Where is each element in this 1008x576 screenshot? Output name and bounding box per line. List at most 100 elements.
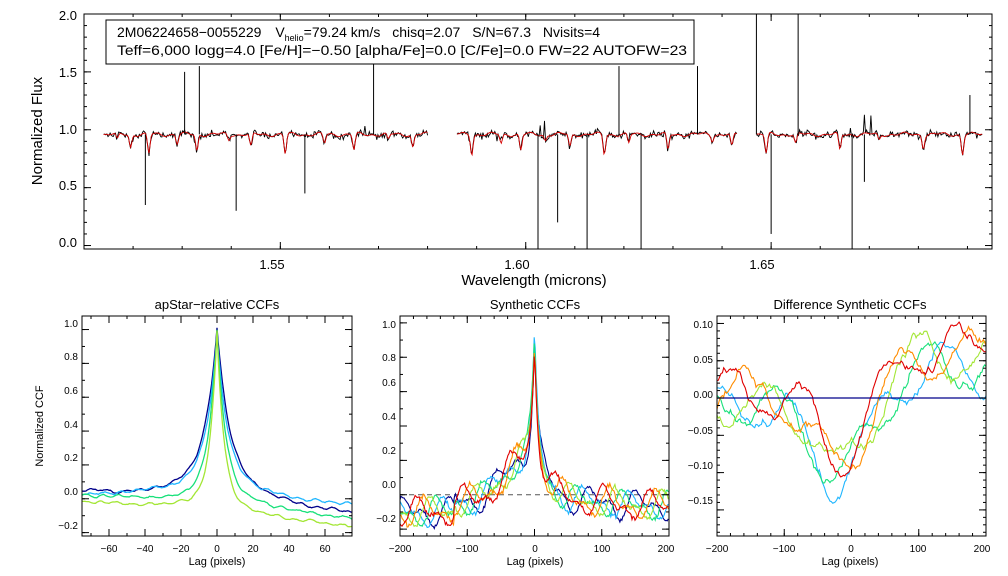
x-tick-label: 0 (214, 544, 220, 555)
y-tick-label: 1.0 (64, 319, 78, 330)
synthetic-ccf-line (399, 352, 669, 530)
x-tick-label: 200 (974, 544, 991, 555)
synthetic-ccf-title: Synthetic CCFs (490, 297, 581, 312)
vhelio-symbol: V (275, 24, 285, 40)
synthetic-ccf-ticks (399, 316, 670, 536)
y-tick-label: 0.10 (694, 320, 714, 331)
synthetic-ccf-line (399, 353, 669, 528)
y-tick-label: 0.6 (64, 386, 78, 397)
model-spectrum-line (456, 131, 737, 157)
vhelio-subscript: helio (285, 33, 304, 43)
y-tick-label: 0.8 (64, 352, 78, 363)
x-tick-label: −60 (101, 544, 118, 555)
difference-ccf-title: Difference Synthetic CCFs (774, 297, 927, 312)
difference-ccf-line (716, 340, 987, 484)
y-tick-label: 0.5 (59, 178, 77, 193)
synthetic-ccf-line (399, 337, 669, 529)
y-tick-label: 0.4 (382, 412, 396, 423)
synthetic-ccf-y-tick-labels: −0.2 0.0 0.2 0.4 0.6 0.8 1.0 (376, 320, 396, 525)
apstar-ccf-x-tick-labels: −60 −40 −20 0 20 40 60 (101, 544, 331, 555)
x-tick-label: 100 (594, 544, 611, 555)
difference-ccf-series (716, 321, 987, 504)
spectrum-y-axis-label: Normalized Flux (29, 76, 46, 185)
spectrum-x-tick-labels: 1.55 1.60 1.65 (259, 257, 774, 272)
y-tick-label: 0.8 (382, 353, 396, 364)
synthetic-ccf-line (399, 353, 669, 528)
observed-spectrum-line (103, 125, 429, 156)
vhelio-value: =79.24 km/s (304, 24, 381, 40)
spectrum-x-axis-label: Wavelength (microns) (461, 272, 606, 289)
spectrum-plot-frame (83, 13, 993, 250)
difference-ccf-panel: Difference Synthetic CCFs −200 −100 0 10… (688, 297, 991, 568)
apstar-ccf-line (81, 330, 353, 528)
difference-ccf-y-tick-labels: −0.15 −0.10 −0.05 0.00 0.05 0.10 (688, 320, 714, 507)
y-tick-label: −0.2 (58, 521, 78, 532)
x-tick-label: −100 (773, 544, 796, 555)
model-spectrum-line (756, 131, 983, 155)
y-tick-label: 0.4 (64, 420, 78, 431)
y-tick-label: 0.05 (694, 355, 714, 366)
y-tick-label: 1.5 (59, 65, 77, 80)
synthetic-ccf-series (399, 337, 669, 530)
y-tick-label: 0.0 (382, 480, 396, 491)
x-tick-label: −20 (173, 544, 190, 555)
x-tick-label: −100 (456, 544, 479, 555)
apstar-ccf-y-tick-labels: −0.2 0.0 0.2 0.4 0.6 0.8 1.0 (58, 319, 78, 532)
apstar-ccf-y-axis-label: Normalized CCF (34, 385, 46, 467)
spectrum-panel: 1.55 1.60 1.65 0.0 0.5 1.0 1.5 2.0 Wavel… (29, 8, 993, 289)
x-tick-label: 20 (247, 544, 259, 555)
synthetic-ccf-x-tick-labels: −200 −100 0 100 200 (389, 544, 675, 555)
chisq-value: chisq=2.07 (392, 24, 460, 40)
synthetic-ccf-line (399, 343, 669, 528)
difference-ccf-line (716, 330, 987, 454)
apstar-ccf-line (82, 333, 353, 506)
y-tick-label: 1.0 (59, 122, 77, 137)
synthetic-ccf-line (399, 356, 669, 528)
y-tick-label: 1.0 (382, 320, 396, 331)
y-tick-label: −0.2 (376, 514, 396, 525)
y-tick-label: −0.15 (688, 496, 714, 507)
y-tick-label: 0.0 (59, 235, 77, 250)
x-tick-label: −200 (706, 544, 729, 555)
synthetic-ccf-panel: Synthetic CCFs −200 −100 0 100 200 −0.2 … (376, 297, 675, 568)
x-tick-label: 60 (319, 544, 331, 555)
annotation-frame (105, 19, 695, 65)
x-tick-label: 1.55 (259, 257, 284, 272)
annotation-line-2: Teff=6,000 logg=4.0 [Fe/H]=−0.50 [alpha/… (117, 42, 687, 58)
nvisits-value: Nvisits=4 (543, 24, 600, 40)
annotation-line-1: 2M06224658−0055229 Vhelio=79.24 km/s chi… (117, 24, 600, 43)
y-tick-label: 0.6 (382, 378, 396, 389)
apstar-ccf-x-axis-label: Lag (pixels) (189, 556, 246, 568)
difference-ccf-x-tick-labels: −200 −100 0 100 200 (706, 544, 991, 555)
spectrum-ticks (83, 13, 992, 249)
y-tick-label: 0.00 (694, 390, 714, 401)
apstar-ccf-title: apStar−relative CCFs (155, 297, 280, 312)
y-tick-label: −0.05 (688, 426, 714, 437)
snr-value: S/N=67.3 (472, 24, 531, 40)
apstar-ccf-frame (81, 315, 353, 537)
x-tick-label: 1.65 (749, 257, 774, 272)
spectrum-y-tick-labels: 0.0 0.5 1.0 1.5 2.0 (59, 8, 77, 250)
apstar-ccf-panel: apStar−relative CCFs −60 −40 −20 0 20 40… (34, 297, 353, 568)
apstar-ccf-series (81, 327, 353, 528)
difference-ccf-frame (716, 315, 987, 537)
y-tick-label: 0.2 (64, 453, 78, 464)
spectrum-series (103, 14, 983, 249)
difference-ccf-line (716, 321, 987, 478)
x-tick-label: 40 (283, 544, 295, 555)
difference-ccf-line (716, 325, 987, 471)
y-tick-label: 2.0 (59, 8, 77, 23)
apstar-ccf-line (81, 327, 353, 514)
difference-ccf-line (716, 341, 987, 504)
apstar-ccf-ticks (82, 316, 352, 536)
model-spectrum-line (103, 131, 428, 154)
x-tick-label: 0 (848, 544, 854, 555)
y-tick-label: 0.2 (382, 446, 396, 457)
x-tick-label: −40 (137, 544, 154, 555)
y-tick-label: −0.10 (688, 461, 714, 472)
x-tick-label: 100 (910, 544, 927, 555)
y-tick-label: 0.0 (64, 487, 78, 498)
star-id: 2M06224658−0055229 (117, 24, 262, 40)
spectrum-annotation-box: 2M06224658−0055229 Vhelio=79.24 km/s chi… (105, 19, 695, 65)
